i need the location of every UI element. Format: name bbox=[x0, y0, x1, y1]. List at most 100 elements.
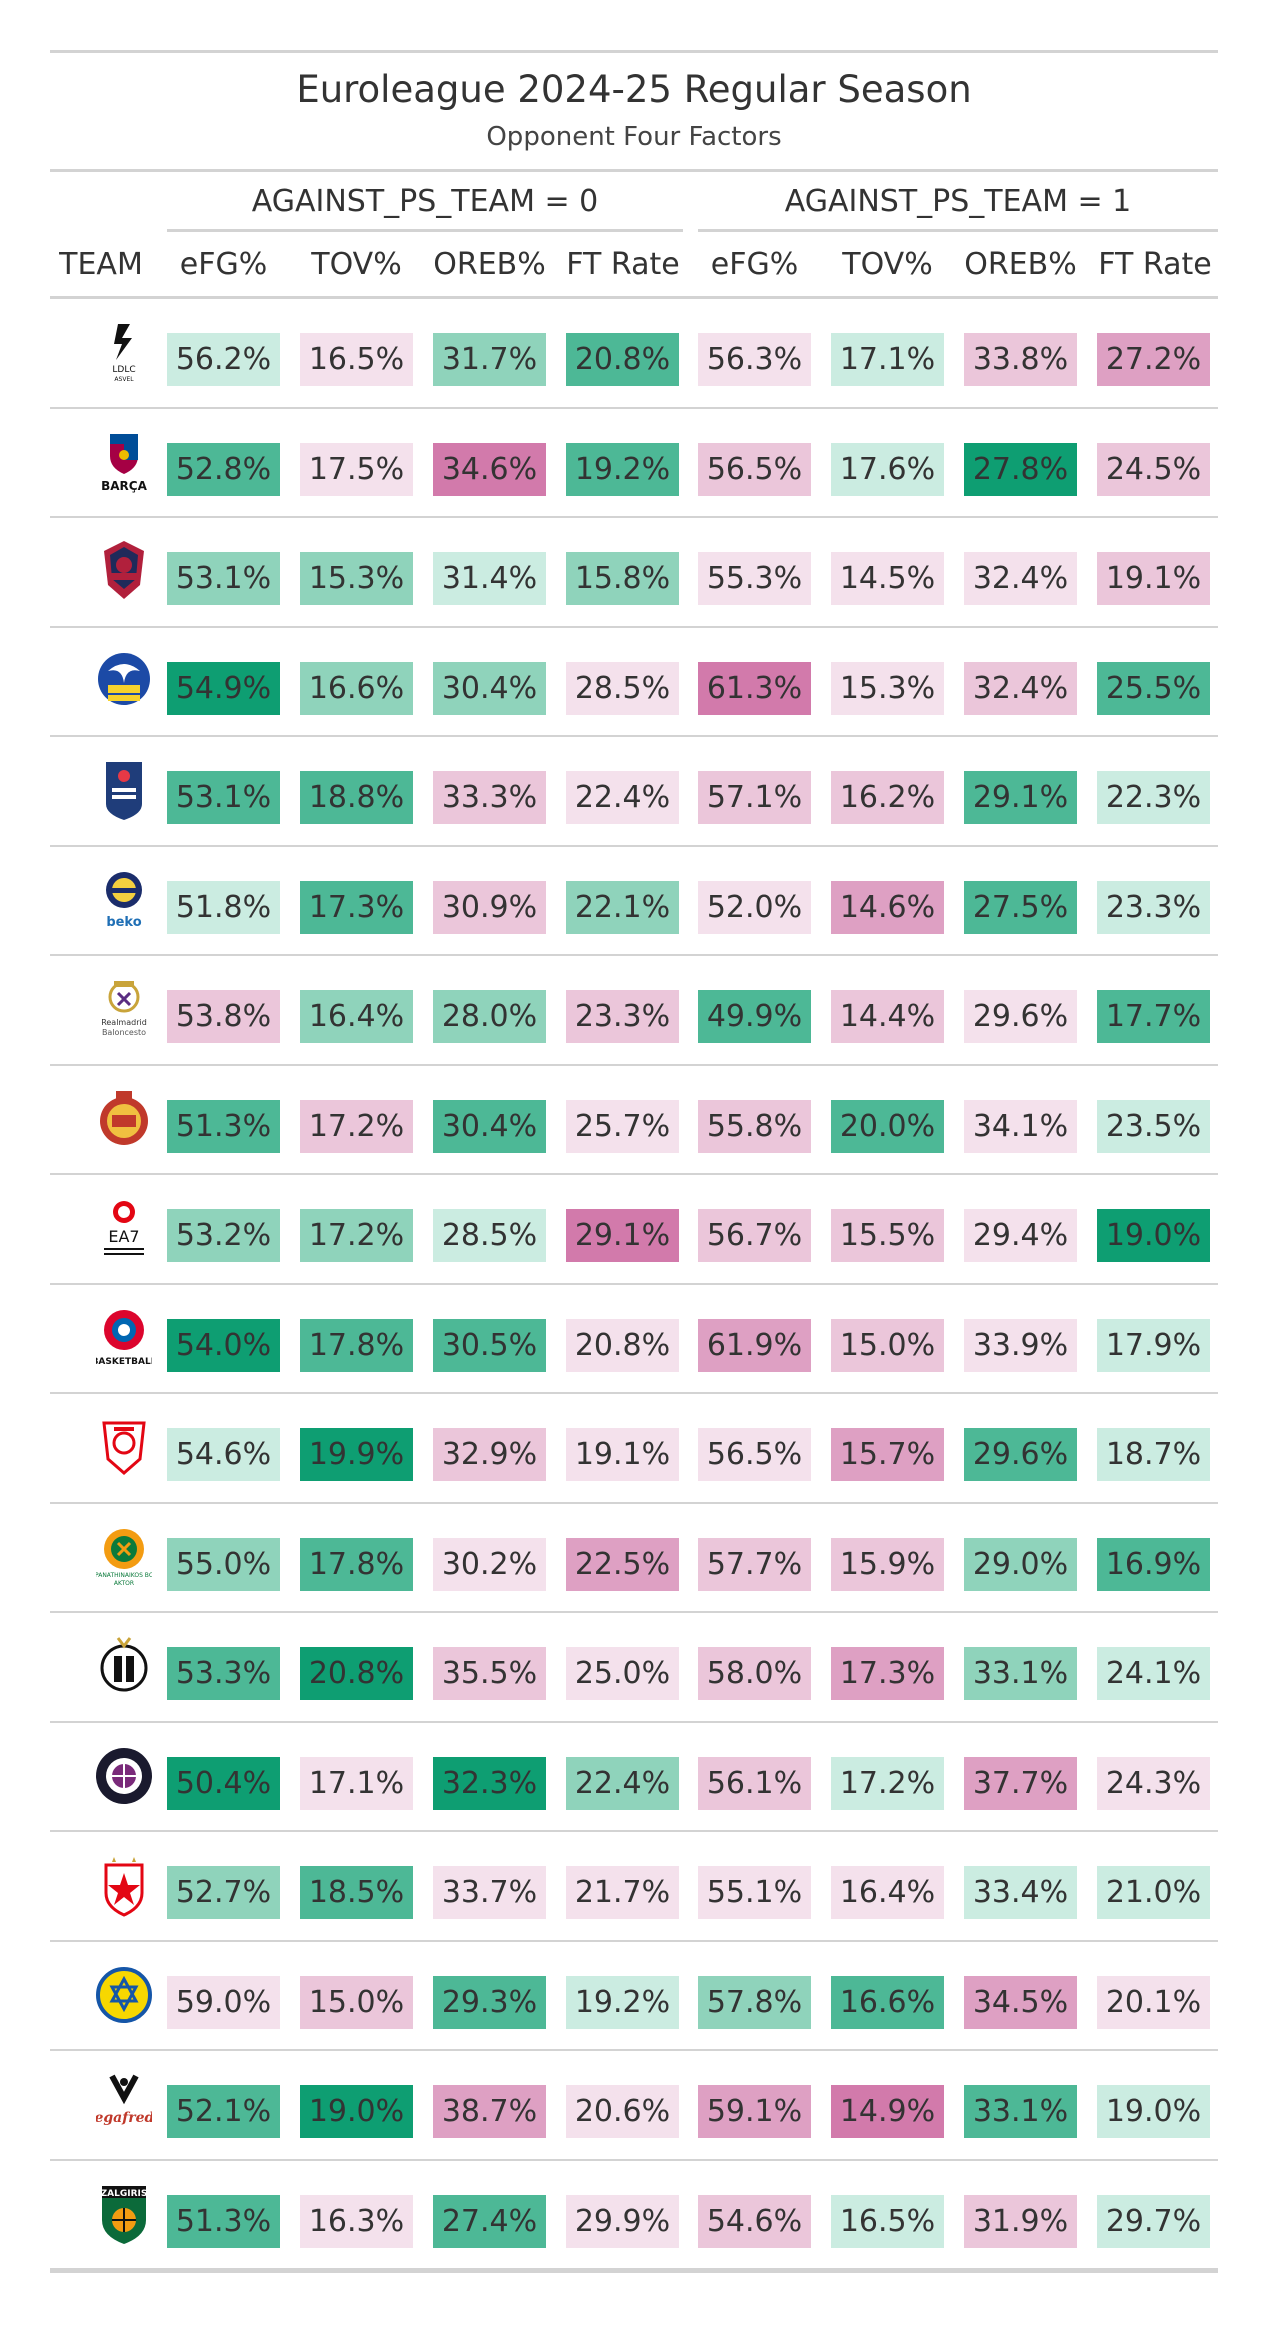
table-row: BASKETBALL 54.0% 17.8% 30.5% 20.8% 61.9% 15.0%… bbox=[50, 1285, 1218, 1394]
stat-cell: 17.3% bbox=[300, 880, 413, 934]
stat-cell: 28.5% bbox=[566, 661, 679, 715]
stat-cell: 31.4% bbox=[433, 552, 546, 605]
stat-cell: 37.7% bbox=[964, 1756, 1077, 1810]
stat-cell: 31.7% bbox=[433, 333, 546, 386]
olympiacos-logo bbox=[96, 1412, 152, 1482]
colhead-efg-0: eFG% bbox=[179, 247, 268, 282]
stat-cell: 19.0% bbox=[1097, 2085, 1210, 2138]
stat-cell: 19.2% bbox=[566, 442, 679, 496]
stat-cell: 20.6% bbox=[566, 2085, 679, 2138]
stat-cell: 51.3% bbox=[167, 2194, 280, 2248]
table-row: LDLC ASVEL 56.2% 16.5% 31.7% 20.8% 56.3% 17.1% 3… bbox=[50, 299, 1218, 409]
stat-cell: 15.8% bbox=[566, 552, 679, 605]
stat-cell: 17.1% bbox=[831, 333, 944, 386]
svg-text:Baloncesto: Baloncesto bbox=[102, 1028, 146, 1037]
stat-cell: 29.6% bbox=[964, 990, 1077, 1043]
stat-cell: 61.9% bbox=[698, 1318, 811, 1372]
stat-cell: 56.7% bbox=[698, 1209, 811, 1262]
asvel-logo: LDLC ASVEL bbox=[96, 317, 152, 387]
stat-cell: 53.1% bbox=[167, 771, 280, 824]
bottom-rule bbox=[50, 2270, 1218, 2273]
spanner-label: AGAINST_PS_TEAM = 1 bbox=[784, 184, 1132, 219]
colhead-oreb-0: OREB% bbox=[433, 247, 546, 282]
table-row: 53.3% 20.8% 35.5% 25.0% 58.0% 17.3% 33.1% 24.1% bbox=[50, 1613, 1218, 1723]
stat-cell: 30.9% bbox=[433, 880, 546, 934]
bayern-logo: BASKETBALL bbox=[96, 1303, 152, 1373]
stat-cell: 34.5% bbox=[964, 1975, 1077, 2029]
table-row: BARÇA 52.8% 17.5% 34.6% 19.2% 56.5% 17.6% 27.8%… bbox=[50, 409, 1218, 518]
svg-text:BASKETBALL: BASKETBALL bbox=[96, 1357, 152, 1367]
stat-cell: 28.5% bbox=[433, 1209, 546, 1262]
stat-cell: 34.1% bbox=[964, 1099, 1077, 1153]
stat-cell: 31.9% bbox=[964, 2194, 1077, 2248]
stat-cell: 33.3% bbox=[433, 771, 546, 824]
partizan-logo bbox=[96, 1631, 152, 1701]
colhead-tov-0: TOV% bbox=[311, 247, 402, 282]
column-headers: TEAM eFG% TOV% OREB% FT Rate eFG% TOV% O… bbox=[50, 234, 1218, 299]
stat-cell: 15.3% bbox=[831, 661, 944, 715]
stat-cell: 30.2% bbox=[433, 1537, 546, 1591]
stat-cell: 29.1% bbox=[964, 771, 1077, 824]
stat-cell: 18.7% bbox=[1097, 1428, 1210, 1481]
stat-cell: 33.1% bbox=[964, 1647, 1077, 1700]
stat-cell: 53.1% bbox=[167, 552, 280, 605]
realmadrid-logo: Realmadrid Baloncesto bbox=[96, 974, 152, 1044]
stat-cell: 16.2% bbox=[831, 771, 944, 824]
table-body: LDLC ASVEL 56.2% 16.5% 31.7% 20.8% 56.3% 17.1% 3… bbox=[50, 299, 1218, 2270]
table-row: 53.1% 18.8% 33.3% 22.4% 57.1% 16.2% 29.1% 22.3% bbox=[50, 737, 1218, 847]
stat-cell: 14.4% bbox=[831, 990, 944, 1043]
stat-cell: 22.1% bbox=[566, 880, 679, 934]
stat-cell: 32.9% bbox=[433, 1428, 546, 1481]
table-row: 54.6% 19.9% 32.9% 19.1% 56.5% 15.7% 29.6% 18.7% bbox=[50, 1394, 1218, 1504]
table-row: 53.1% 15.3% 31.4% 15.8% 55.3% 14.5% 32.4% 19.1% bbox=[50, 518, 1218, 628]
stat-cell: 17.5% bbox=[300, 442, 413, 496]
stat-cell: 23.3% bbox=[566, 990, 679, 1043]
stat-cell: 52.7% bbox=[167, 1866, 280, 1919]
table-row: Realmadrid Baloncesto 53.8% 16.4% 28.0% 23.3%… bbox=[50, 956, 1218, 1066]
colhead-ftrate-0: FT Rate bbox=[566, 247, 680, 282]
stat-cell: 30.5% bbox=[433, 1318, 546, 1372]
stat-cell: 15.9% bbox=[831, 1537, 944, 1591]
stat-cell: 29.0% bbox=[964, 1537, 1077, 1591]
stat-cell: 58.0% bbox=[698, 1647, 811, 1700]
stat-cell: 30.4% bbox=[433, 661, 546, 715]
colhead-oreb-1: OREB% bbox=[964, 247, 1077, 282]
stat-cell: 20.8% bbox=[300, 1647, 413, 1700]
stat-cell: 33.1% bbox=[964, 2085, 1077, 2138]
stat-cell: 29.3% bbox=[433, 1975, 546, 2029]
svg-text:ASVEL: ASVEL bbox=[114, 376, 134, 383]
stat-cell: 55.0% bbox=[167, 1537, 280, 1591]
table-row: 54.9% 16.6% 30.4% 28.5% 61.3% 15.3% 32.4% 25.5% bbox=[50, 628, 1218, 737]
stat-cell: 54.6% bbox=[698, 2194, 811, 2248]
stat-cell: 56.5% bbox=[698, 442, 811, 496]
stat-cell: 49.9% bbox=[698, 990, 811, 1043]
zvezda-logo bbox=[96, 1850, 152, 1920]
monaco-logo bbox=[96, 1084, 152, 1154]
stat-cell: 15.7% bbox=[831, 1428, 944, 1481]
stat-cell: 17.6% bbox=[831, 442, 944, 496]
table-row: 52.7% 18.5% 33.7% 21.7% 55.1% 16.4% 33.4% 21.0% bbox=[50, 1832, 1218, 1942]
stat-cell: 27.5% bbox=[964, 880, 1077, 934]
colhead-efg-1: eFG% bbox=[710, 247, 799, 282]
table-row: 59.0% 15.0% 29.3% 19.2% 57.8% 16.6% 34.5% 20.1% bbox=[50, 1942, 1218, 2051]
stat-cell: 14.5% bbox=[831, 552, 944, 605]
table-row: PANATHINAIKOS BC AKTOR 55.0% 17.8% 30.2% 22.5… bbox=[50, 1504, 1218, 1613]
stat-cell: 50.4% bbox=[167, 1756, 280, 1810]
colhead-ftrate-1: FT Rate bbox=[1098, 247, 1212, 282]
stat-cell: 32.4% bbox=[964, 661, 1077, 715]
stat-cell: 19.1% bbox=[566, 1428, 679, 1481]
stat-cell: 51.3% bbox=[167, 1099, 280, 1153]
svg-text:LDLC: LDLC bbox=[112, 365, 135, 375]
stat-cell: 33.8% bbox=[964, 333, 1077, 386]
svg-text:EA7: EA7 bbox=[108, 1227, 139, 1246]
stat-cell: 29.7% bbox=[1097, 2194, 1210, 2248]
panathinaikos-logo: PANATHINAIKOS BC AKTOR bbox=[96, 1522, 152, 1592]
svg-text:ZALGIRIS: ZALGIRIS bbox=[101, 2189, 148, 2199]
stat-cell: 19.0% bbox=[1097, 1209, 1210, 1262]
svg-text:beko: beko bbox=[106, 915, 141, 930]
stat-cell: 21.0% bbox=[1097, 1866, 1210, 1919]
stat-cell: 55.1% bbox=[698, 1866, 811, 1919]
stat-cell: 34.6% bbox=[433, 442, 546, 496]
stat-cell: 54.9% bbox=[167, 661, 280, 715]
stat-cell: 19.1% bbox=[1097, 552, 1210, 605]
